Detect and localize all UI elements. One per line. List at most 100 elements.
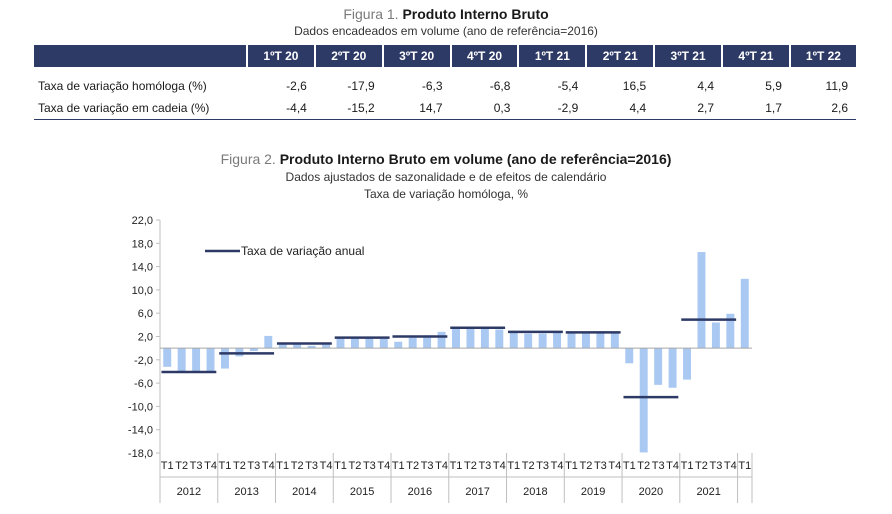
bar: [365, 338, 374, 349]
x-tick-label: T3: [709, 460, 722, 472]
column-header: 2ºT 20: [313, 45, 383, 67]
y-tick-label: -2,0: [134, 355, 153, 367]
x-tick-label: T1: [681, 460, 694, 472]
x-tick-label: T1: [738, 460, 751, 472]
bar: [524, 333, 533, 349]
table-cell: -17,9: [347, 79, 375, 93]
x-tick-label: T3: [363, 460, 376, 472]
column-header: 4ºT 21: [721, 45, 790, 67]
bar: [538, 333, 547, 349]
table-row: Taxa de variação em cadeia (%) -4,4 -15,…: [34, 97, 856, 120]
figure2-name: Produto Interno Bruto em volume (ano de …: [279, 151, 672, 167]
y-tick-label: -6,0: [134, 378, 153, 390]
gdp-chart: -18,0 -14,0 -10,0 -6,0 -2,0 2,0 6,0 10,0 14,0 18,…: [128, 215, 753, 503]
bar: [206, 348, 215, 373]
gdp-table: 1ºT 20 2ºT 20 3ºT 20 4ºT 20 1ºT 21 2ºT 2…: [34, 45, 856, 120]
column-header: 1ºT 22: [788, 45, 856, 67]
x-tick-label: T2: [464, 460, 477, 472]
bar: [221, 348, 229, 369]
bar: [466, 328, 475, 349]
bar: [293, 343, 302, 349]
figure1-name: Produto Interno Bruto: [402, 6, 549, 22]
y-tick-label: -14,0: [128, 425, 153, 437]
bar: [726, 313, 735, 349]
table-cell: 2,6: [789, 97, 856, 120]
table-cell: 0,3: [450, 97, 519, 120]
figure2-title: Figura 2. Produto Interno Bruto em volum…: [0, 151, 892, 167]
bar: [639, 348, 648, 453]
table-cell: 11,9: [825, 79, 848, 93]
figure2-subtitle-2: Taxa de variação homóloga, %: [363, 187, 529, 201]
table-cell: -6,8: [489, 79, 511, 93]
bar: [509, 332, 518, 349]
table-cell: 16,5: [622, 79, 647, 93]
x-tick-label: T2: [233, 460, 246, 472]
x-tick-label: T2: [349, 460, 362, 472]
figure1-title: Figura 1. Produto Interno Bruto: [0, 6, 892, 22]
year-label: 2017: [465, 486, 489, 498]
y-tick-label: 18,0: [132, 238, 153, 250]
x-tick-label: T1: [276, 460, 289, 472]
bar: [379, 338, 388, 349]
table-cell: -2,6: [286, 79, 307, 93]
bar: [553, 333, 562, 349]
y-tick-label: 22,0: [132, 215, 153, 227]
x-tick-label: T4: [262, 460, 275, 472]
bar: [480, 326, 489, 349]
x-tick-label: T4: [551, 460, 564, 472]
row-label: Taxa de variação em cadeia (%): [34, 97, 247, 120]
table-row: Taxa de variação homóloga (%) -2,6 -17,9…: [34, 67, 856, 97]
x-tick-label: T2: [695, 460, 708, 472]
y-tick-label: 6,0: [138, 308, 153, 320]
x-tick-label: T1: [219, 460, 232, 472]
table-cell: 4,4: [697, 79, 715, 93]
x-tick-label: T3: [421, 460, 434, 472]
column-header: 2ºT 21: [585, 45, 655, 67]
table-cell: 5,9: [765, 79, 782, 93]
bar: [336, 338, 345, 349]
table-cell: -5,4: [557, 79, 579, 93]
legend-label: Taxa de variação anual: [241, 244, 364, 258]
figure1-subtitle: Dados encadeados em volume (ano de refer…: [294, 24, 598, 38]
bar: [264, 335, 273, 349]
table-cell: -6,3: [421, 79, 443, 93]
x-tick-label: T1: [161, 460, 174, 472]
year-label: 2014: [292, 486, 316, 498]
y-tick-label: 2,0: [138, 332, 153, 344]
bar: [683, 348, 691, 380]
bar: [163, 348, 172, 367]
year-label: 2013: [234, 486, 258, 498]
x-tick-label: T2: [580, 460, 593, 472]
x-tick-label: T1: [450, 460, 463, 472]
bar: [596, 331, 605, 349]
bar: [452, 327, 460, 349]
year-label: 2018: [523, 486, 547, 498]
x-tick-label: T3: [478, 460, 491, 472]
x-tick-label: T3: [305, 460, 318, 472]
bar: [394, 341, 403, 349]
x-tick-label: T2: [175, 460, 188, 472]
table-cell: 2,7: [654, 97, 723, 120]
column-header: 4ºT 20: [449, 45, 519, 67]
bar: [697, 252, 706, 349]
table-cell: -4,4: [247, 97, 315, 120]
x-tick-label: T4: [724, 460, 737, 472]
x-tick-label: T4: [204, 460, 217, 472]
bar: [668, 348, 677, 388]
table-cell: 1,7: [722, 97, 790, 120]
x-tick-label: T3: [652, 460, 665, 472]
bar: [740, 278, 749, 349]
x-tick-label: T1: [392, 460, 405, 472]
table-header-row: 1ºT 20 2ºT 20 3ºT 20 4ºT 20 1ºT 21 2ºT 2…: [34, 45, 856, 67]
x-tick-label: T1: [507, 460, 520, 472]
bar: [350, 337, 359, 349]
bar: [495, 329, 504, 349]
column-header: 3ºT 21: [653, 45, 723, 67]
bar: [278, 343, 287, 349]
bar: [249, 348, 258, 352]
bar: [423, 335, 432, 349]
table-cell: 4,4: [586, 97, 655, 120]
column-header: 1ºT 21: [517, 45, 587, 67]
y-tick-label: 10,0: [132, 285, 153, 297]
year-label: 2012: [177, 486, 201, 498]
